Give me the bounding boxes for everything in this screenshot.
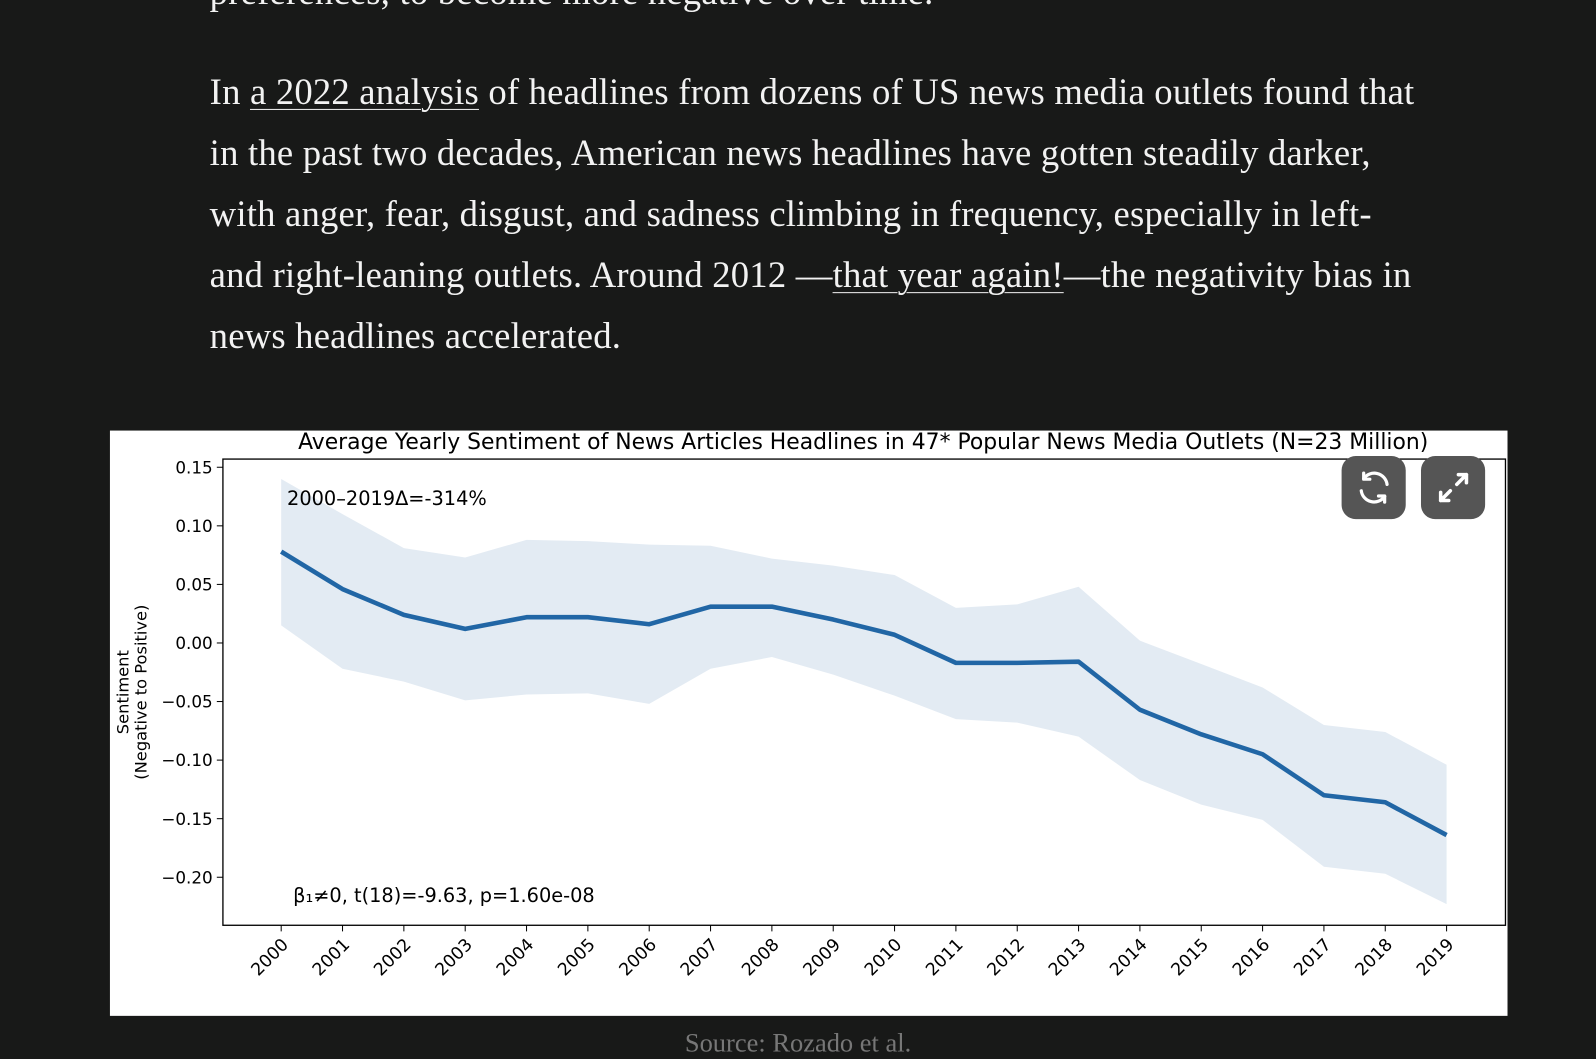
that-year-again-link[interactable]: that year again! <box>833 254 1064 295</box>
y-tick-label: 0.15 <box>175 457 212 477</box>
figure-caption: Source: Rozado et al. <box>0 1028 1596 1059</box>
x-tick-label: 2007 <box>677 935 722 980</box>
y-tick-label: 0.00 <box>175 633 212 653</box>
expand-button[interactable] <box>1421 456 1485 519</box>
x-tick-label: 2018 <box>1352 935 1397 980</box>
x-tick-label: 2019 <box>1413 935 1458 980</box>
x-tick-label: 2017 <box>1290 935 1335 980</box>
x-tick-label: 2009 <box>800 935 845 980</box>
previous-paragraph-tail: preferences, to become more negative ove… <box>210 0 1431 22</box>
y-axis-label: (Negative to Positive) <box>132 605 151 780</box>
x-tick-label: 2000 <box>248 935 293 980</box>
x-tick-label: 2005 <box>554 935 599 980</box>
x-tick-label: 2013 <box>1045 935 1090 980</box>
x-tick-label: 2003 <box>432 935 477 980</box>
chart-figure: Average Yearly Sentiment of News Article… <box>110 431 1508 1016</box>
annotation-change: 2000–2019Δ=-314% <box>287 487 487 510</box>
x-tick-label: 2015 <box>1168 935 1213 980</box>
x-tick-label: 2011 <box>922 935 967 980</box>
confidence-band <box>281 479 1446 904</box>
paragraph-text: In <box>210 71 250 112</box>
analysis-link[interactable]: a 2022 analysis <box>250 71 479 112</box>
y-tick-label: 0.05 <box>175 575 212 595</box>
x-tick-label: 2006 <box>616 935 661 980</box>
y-tick-label: −0.20 <box>161 867 212 887</box>
refresh-button[interactable] <box>1342 456 1406 519</box>
y-tick-label: −0.05 <box>161 692 212 712</box>
x-tick-label: 2012 <box>984 935 1029 980</box>
annotation-stats: β₁≠0, t(18)=-9.63, p=1.60e-08 <box>293 884 595 907</box>
x-tick-label: 2004 <box>493 935 538 980</box>
x-tick-label: 2010 <box>861 935 906 980</box>
x-tick-label: 2002 <box>370 935 415 980</box>
expand-icon <box>1434 468 1473 507</box>
refresh-icon <box>1354 468 1393 507</box>
paragraph: In a 2022 analysis of headlines from doz… <box>210 61 1431 366</box>
y-axis-label: Sentiment <box>113 650 132 734</box>
y-tick-label: −0.15 <box>161 809 212 829</box>
sentiment-chart: Average Yearly Sentiment of News Article… <box>110 431 1508 1016</box>
x-tick-label: 2014 <box>1106 935 1151 980</box>
x-tick-label: 2001 <box>309 935 354 980</box>
y-tick-label: 0.10 <box>175 516 212 536</box>
x-tick-label: 2016 <box>1229 935 1274 980</box>
x-tick-label: 2008 <box>738 935 783 980</box>
y-tick-label: −0.10 <box>161 750 212 770</box>
chart-title: Average Yearly Sentiment of News Article… <box>298 431 1428 455</box>
